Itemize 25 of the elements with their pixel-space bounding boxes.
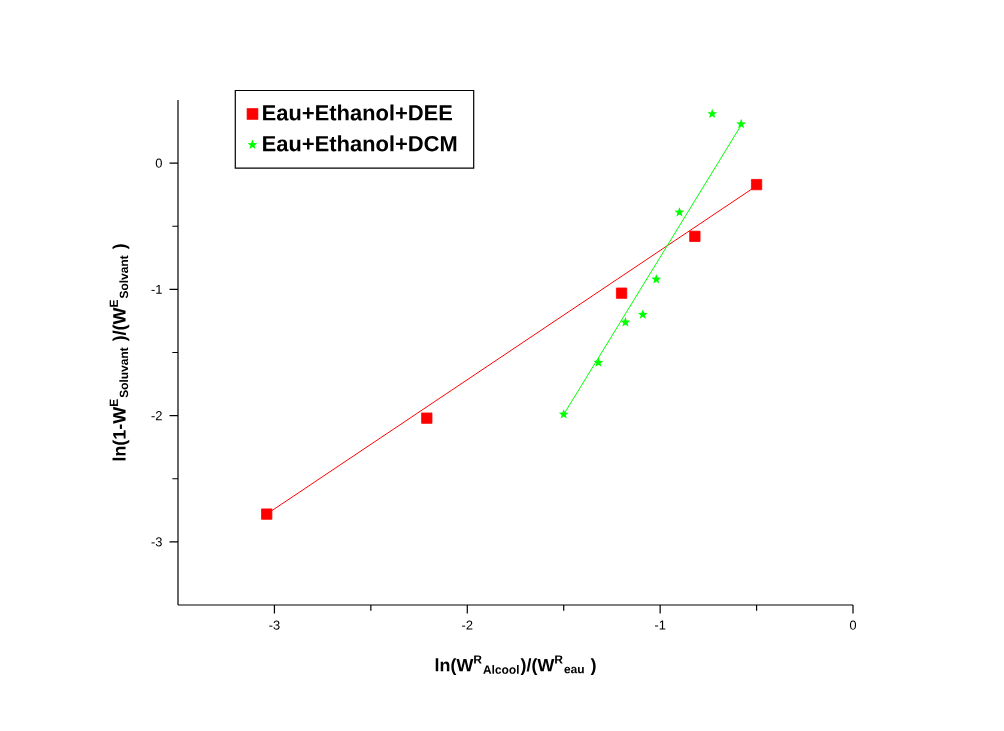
point: [689, 230, 701, 242]
point: [261, 508, 273, 520]
point: [593, 357, 604, 367]
point: [736, 118, 747, 129]
point: [616, 287, 628, 299]
legend-label: Eau+Ethanol+DCM: [263, 135, 457, 152]
legend-label: Eau+Ethanol+DEE: [263, 104, 453, 121]
point: [637, 309, 648, 319]
point: [421, 412, 433, 424]
x-axis-title: ln(W$^{R}$$_{Alcool}$)/(W$^{R}$$_{eau}$ ): [435, 655, 596, 675]
point: [674, 207, 685, 217]
y-tick-label: 0: [155, 158, 162, 168]
x-tick-label: -3: [269, 620, 280, 630]
point: [558, 409, 569, 419]
x-tick-label: 0: [849, 620, 857, 630]
point: [620, 317, 631, 327]
y-tick-label: -2: [151, 411, 162, 421]
x-tick-label: -2: [462, 620, 473, 630]
x-tick-label: -1: [654, 620, 666, 630]
point: [707, 108, 718, 119]
point: [651, 274, 662, 284]
y-tick-label: -3: [151, 537, 162, 547]
y-tick-label: -1: [151, 284, 162, 294]
point: [751, 179, 763, 191]
y-axis-title: ln(1-W$^{E}$$_{Soluvant}$ )/(W$^{E}$$_{Solvant}$ ): [109, 244, 130, 461]
